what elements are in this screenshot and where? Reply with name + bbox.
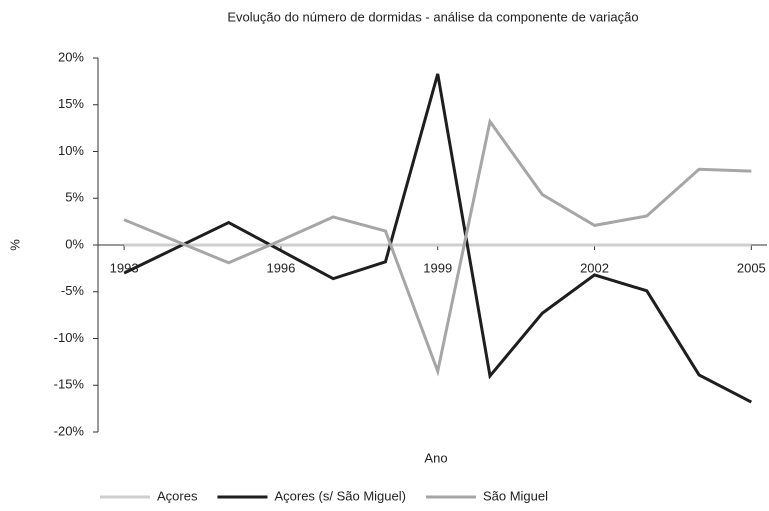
legend-label: Açores xyxy=(157,488,198,503)
y-tick-label: -10% xyxy=(54,330,85,345)
y-tick-label: -15% xyxy=(54,377,85,392)
chart-title: Evolução do número de dormidas - análise… xyxy=(227,9,638,24)
y-tick-label: 20% xyxy=(58,49,84,64)
legend-label: Açores (s/ São Miguel) xyxy=(274,488,406,503)
series-line xyxy=(123,117,752,377)
x-tick-label: 1999 xyxy=(423,260,452,275)
y-axis-label: % xyxy=(7,239,22,251)
x-tick-label: 1996 xyxy=(266,260,295,275)
legend-label: São Miguel xyxy=(483,488,548,503)
y-tick-label: -20% xyxy=(54,423,85,438)
y-tick-label: 0% xyxy=(65,236,84,251)
x-axis-label: Ano xyxy=(424,450,447,465)
y-tick-label: -5% xyxy=(61,283,85,298)
y-tick-label: 15% xyxy=(58,96,84,111)
y-tick-label: 5% xyxy=(65,190,84,205)
x-tick-label: 1993 xyxy=(110,260,139,275)
series-line xyxy=(123,73,753,404)
x-tick-label: 2002 xyxy=(580,260,609,275)
x-tick-label: 2005 xyxy=(737,260,766,275)
y-tick-label: 10% xyxy=(58,143,84,158)
